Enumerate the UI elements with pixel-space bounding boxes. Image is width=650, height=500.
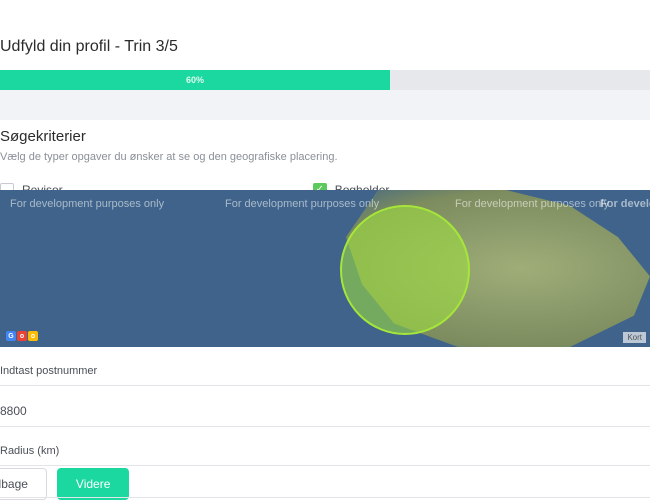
section-divider-band xyxy=(0,90,650,120)
radius-field-label: Radius (km) xyxy=(0,445,650,457)
search-criteria-section: Søgekriterier Vælg de typer opgaver du ø… xyxy=(0,128,650,197)
google-logo: G o o xyxy=(6,331,38,341)
criteria-heading: Søgekriterier xyxy=(0,128,650,145)
progress-bar-track: 60% xyxy=(0,70,650,90)
search-radius-circle[interactable] xyxy=(340,205,470,335)
map-watermark-1: For development purposes only xyxy=(10,198,164,210)
postal-field-label: Indtast postnummer xyxy=(0,365,650,377)
location-form-section: Indtast postnummer 8800 Radius (km) xyxy=(0,347,650,466)
back-button[interactable]: Tilbage xyxy=(0,468,47,500)
map-watermark-3: For development purposes only xyxy=(455,198,609,210)
location-map[interactable]: For development purposes only For develo… xyxy=(0,190,650,347)
wizard-title-bar: Udfyld din profil - Trin 3/5 xyxy=(0,38,650,66)
map-watermark-2: For development purposes only xyxy=(225,198,379,210)
postal-field-value[interactable]: 8800 xyxy=(0,404,650,426)
progress-bar-label: 60% xyxy=(186,75,204,85)
radius-field-underline xyxy=(0,465,650,466)
progress-bar-fill: 60% xyxy=(0,70,390,90)
profile-wizard-page: Udfyld din profil - Trin 3/5 60% Søgekri… xyxy=(0,0,650,500)
wizard-title: Udfyld din profil - Trin 3/5 xyxy=(0,38,650,56)
radius-field-block: Radius (km) xyxy=(0,427,650,457)
wizard-button-row: Tilbage Videre xyxy=(0,468,640,500)
next-button[interactable]: Videre xyxy=(57,468,129,500)
postal-field-block: Indtast postnummer xyxy=(0,347,650,377)
map-watermark-4: For development purposes only xyxy=(600,198,650,210)
postal-field-value-block[interactable]: 8800 xyxy=(0,386,650,426)
map-attribution-label[interactable]: Kort xyxy=(623,332,646,343)
bottom-divider xyxy=(0,497,650,498)
criteria-subtitle: Vælg de typer opgaver du ønsker at se og… xyxy=(0,151,650,163)
